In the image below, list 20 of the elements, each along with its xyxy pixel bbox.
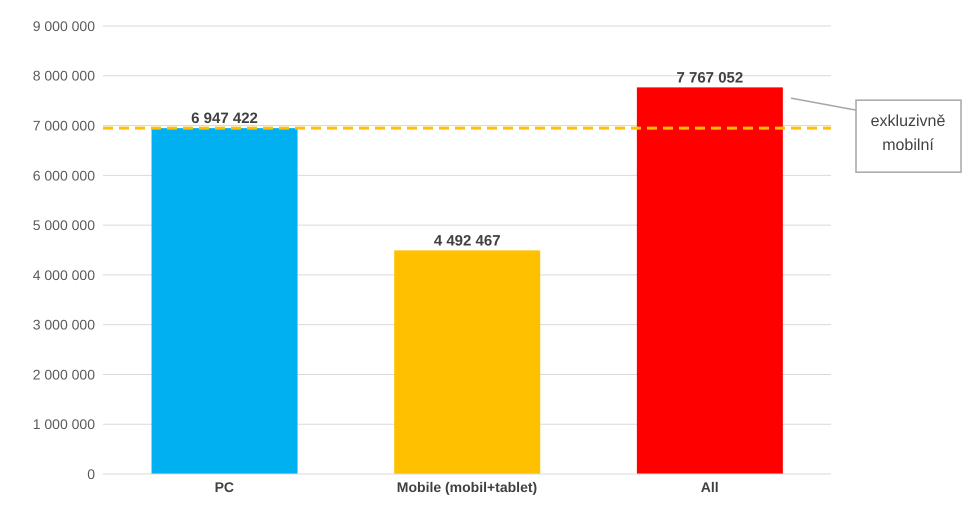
data-label: 4 492 467 [434,232,501,250]
data-label: 7 767 052 [676,69,744,86]
x-tick-label: All [700,478,719,495]
x-tick-label: PC [214,478,234,495]
y-tick-label: 9 000 000 [32,18,96,34]
y-tick-label: 8 000 000 [32,68,96,84]
y-tick-label: 6 000 000 [32,167,96,184]
ref-line-label: exkluzivně mobilní [870,113,946,154]
bar [636,87,783,474]
y-tick-label: 1 000 000 [32,416,96,432]
bar [394,250,540,474]
y-tick-label: 3 000 000 [32,316,96,333]
x-tick-label: Mobile (mobil+tablet) [396,478,538,495]
y-tick-label: 4 000 000 [32,266,96,283]
y-tick-label: 2 000 000 [32,366,96,382]
data-label: 6 947 422 [191,110,258,128]
y-tick-label: 5 000 000 [32,217,96,234]
y-tick-label: 7 000 000 [32,118,96,134]
bar [152,128,298,474]
y-tick-label: 0 [87,466,96,482]
